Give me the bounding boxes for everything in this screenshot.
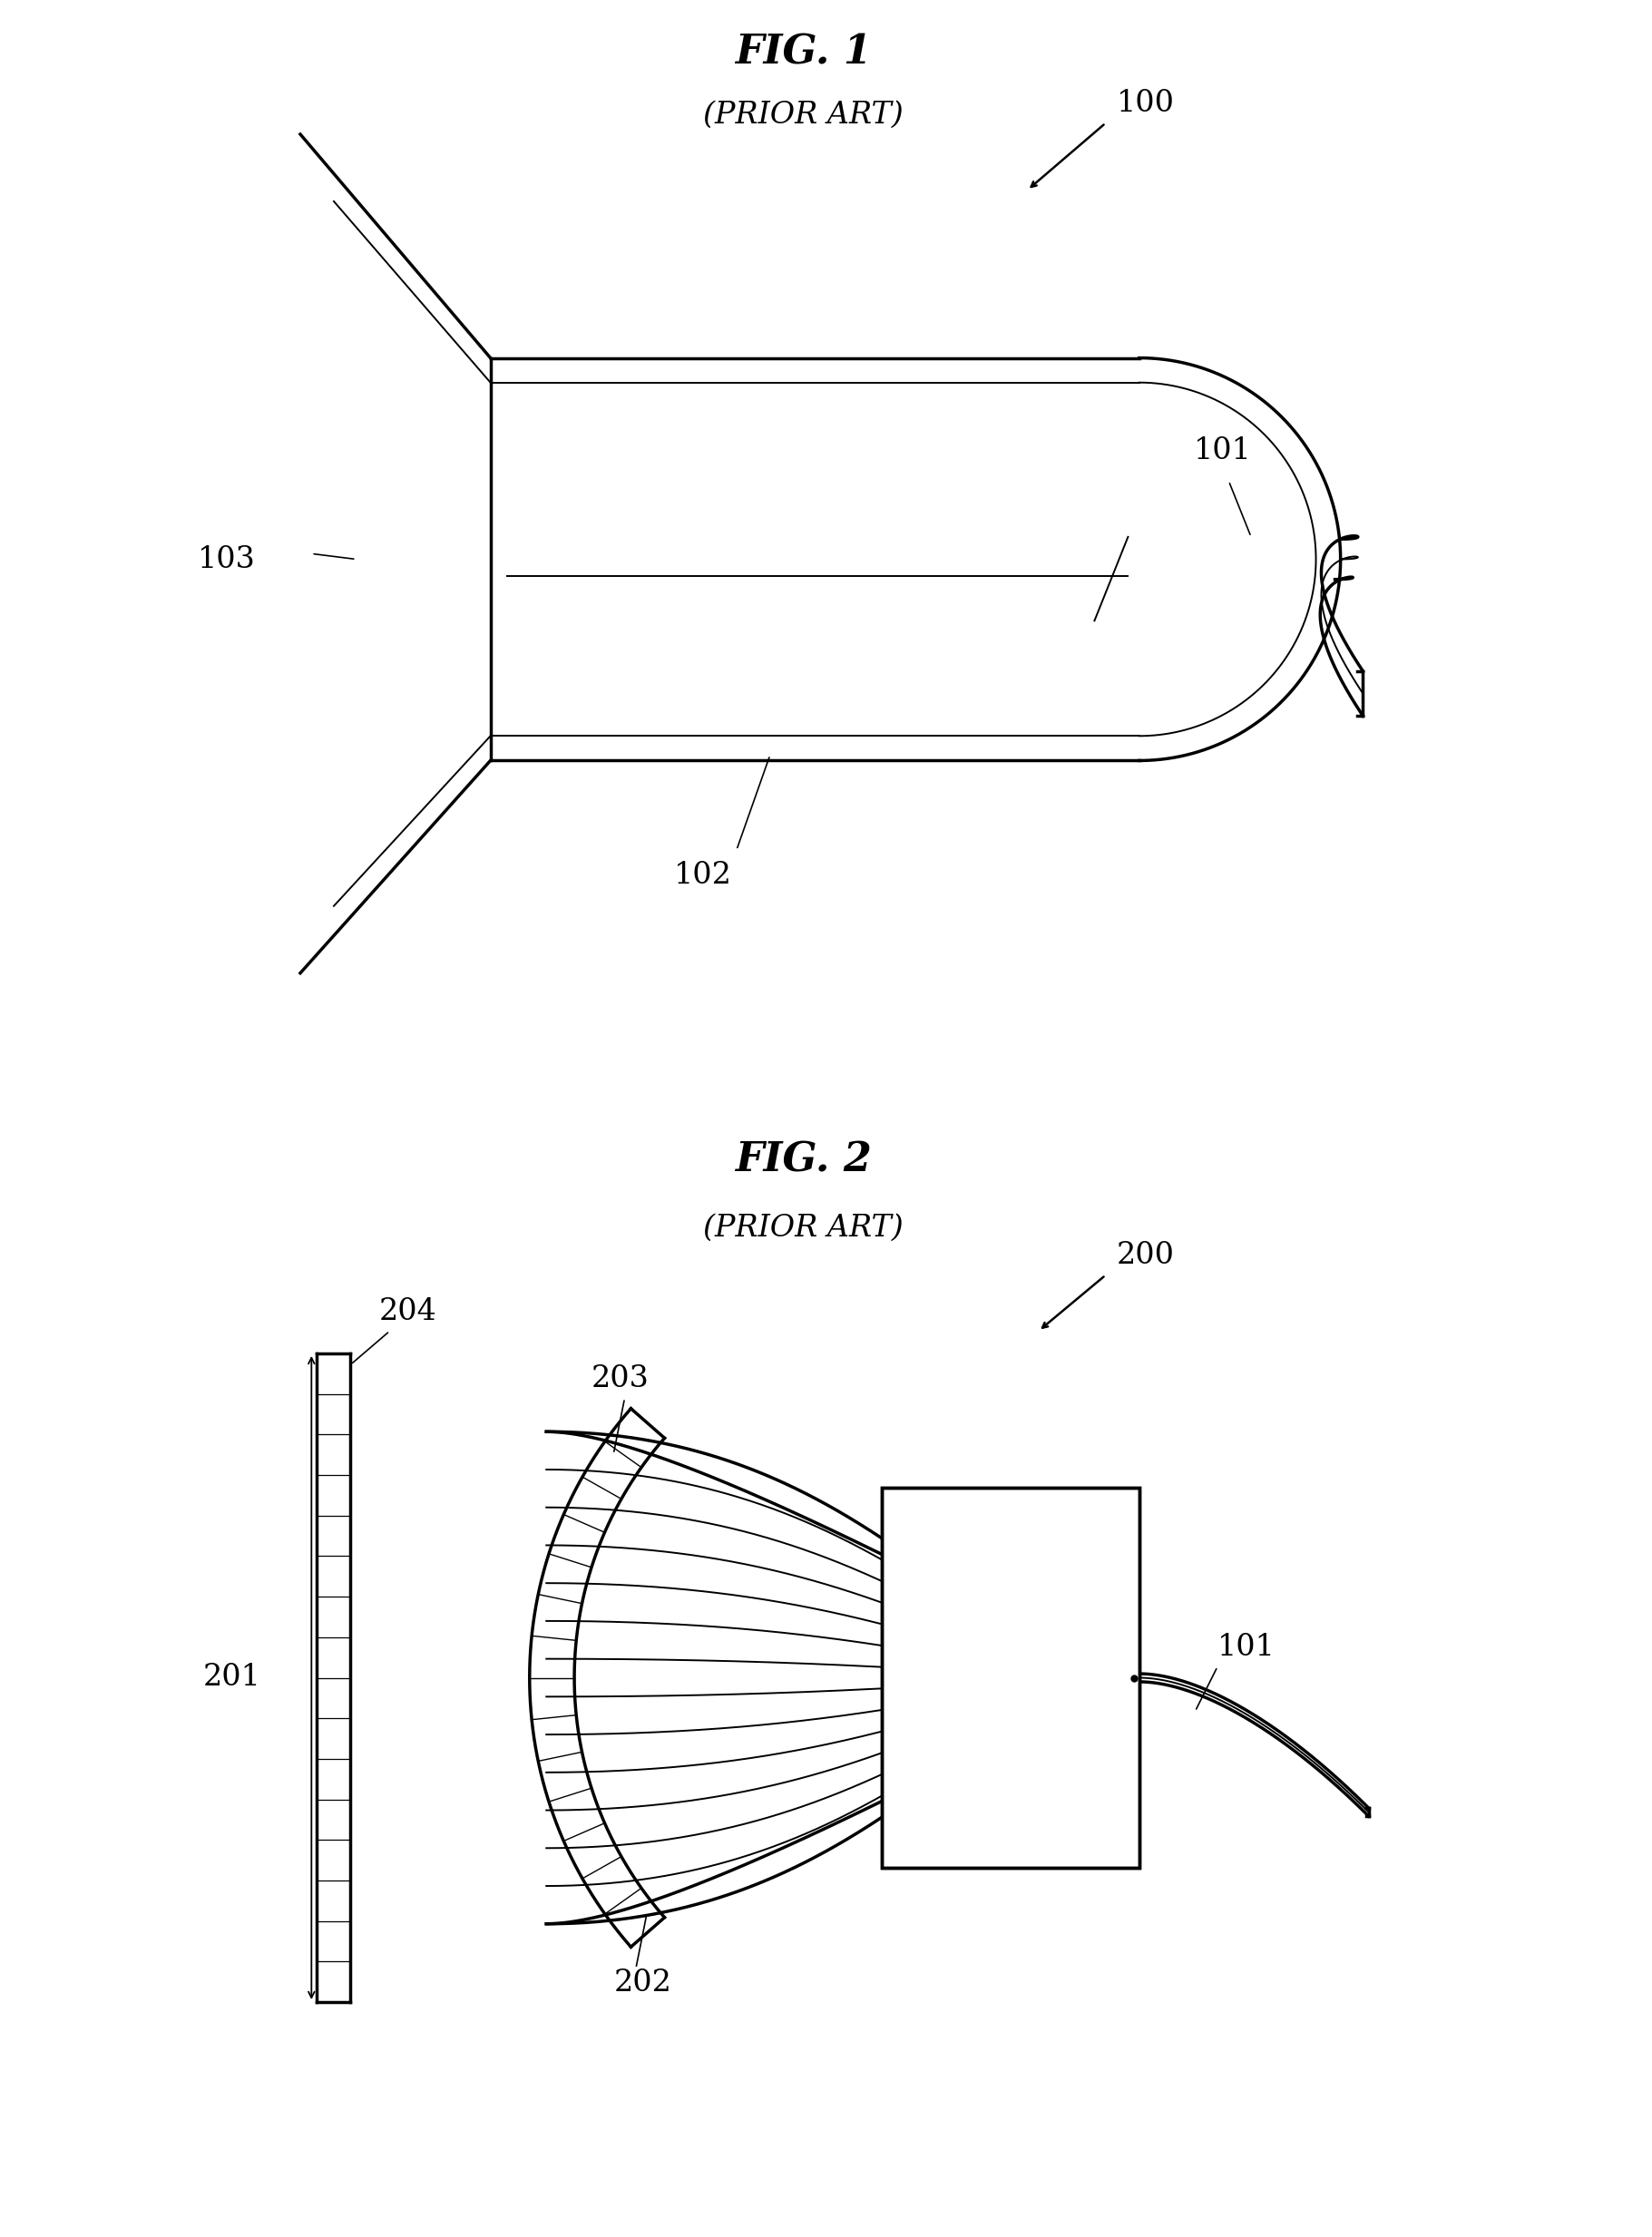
Text: 101: 101 <box>1194 436 1252 465</box>
Text: 101: 101 <box>1218 1633 1275 1662</box>
Text: 200: 200 <box>1117 1242 1175 1271</box>
Bar <box>882 1488 1140 1868</box>
Text: (PRIOR ART): (PRIOR ART) <box>704 101 904 130</box>
Text: (PRIOR ART): (PRIOR ART) <box>704 1212 904 1242</box>
Text: FIG. 2: FIG. 2 <box>735 1141 872 1179</box>
Text: FIG. 1: FIG. 1 <box>735 34 872 72</box>
Bar <box>882 1488 1140 1868</box>
Text: 103: 103 <box>198 546 256 573</box>
Text: 100: 100 <box>1117 89 1175 119</box>
Text: 102: 102 <box>674 861 732 890</box>
Text: 204: 204 <box>378 1297 436 1327</box>
Text: 201: 201 <box>203 1664 261 1691</box>
Text: 202: 202 <box>613 1969 671 1998</box>
Text: 203: 203 <box>591 1365 649 1394</box>
Bar <box>882 1488 1140 1868</box>
